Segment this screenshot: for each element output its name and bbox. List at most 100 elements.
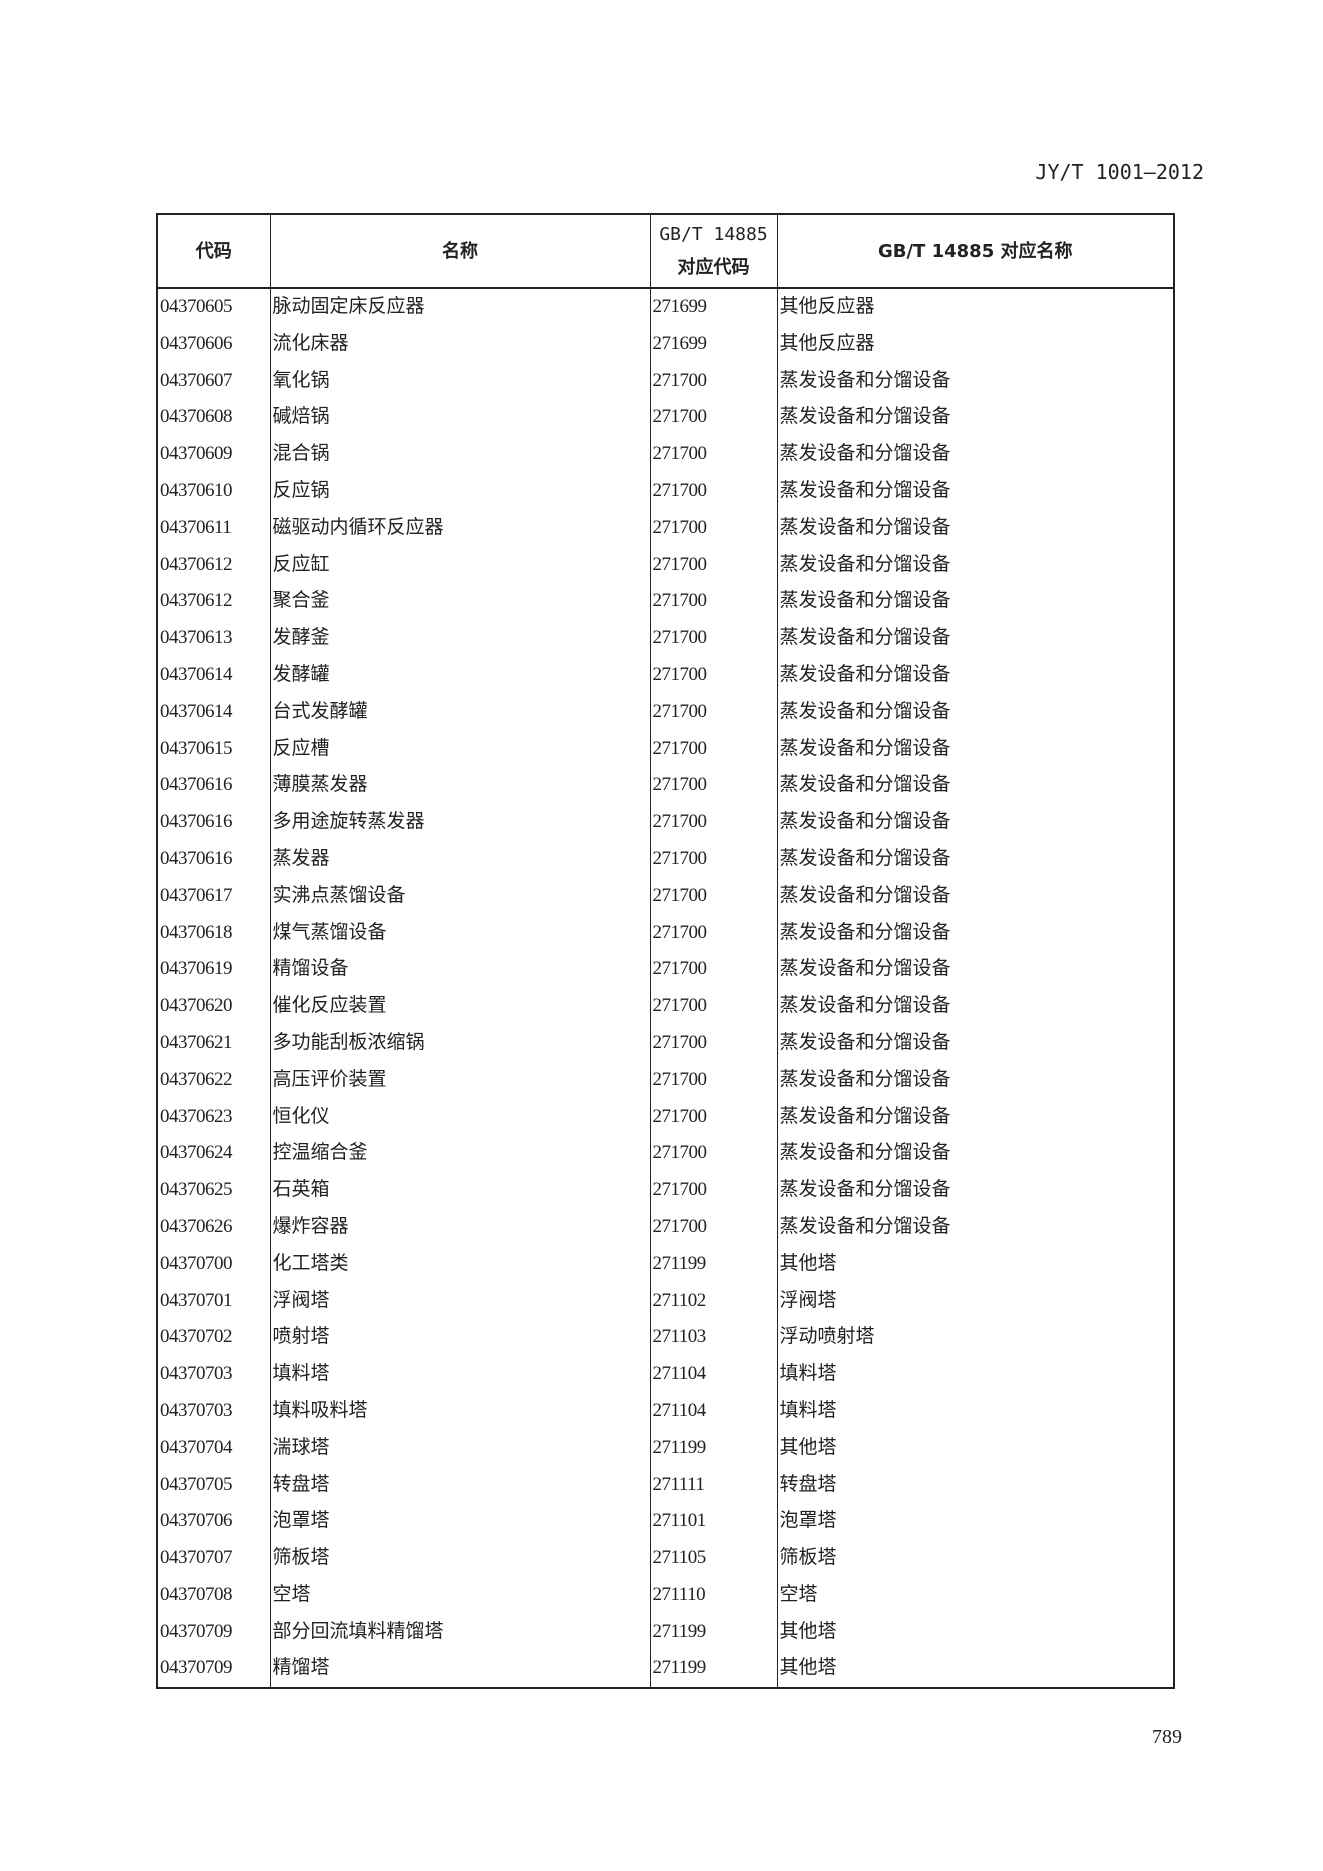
- cell-gbt-name: 蒸发设备和分馏设备: [776, 730, 1175, 768]
- cell-gbt-name: 蒸发设备和分馏设备: [776, 1172, 1175, 1209]
- cell-gbt-name: 蒸发设备和分馏设备: [776, 1024, 1175, 1062]
- cell-code: 04370614: [156, 656, 271, 694]
- cell-gbt-name: 填料塔: [776, 1392, 1175, 1430]
- table-row: 04370620 催化反应装置 271700 蒸发设备和分馏设备: [156, 988, 1175, 1025]
- cell-gbt-name: 其他塔: [776, 1650, 1175, 1689]
- cell-code: 04370708: [156, 1576, 271, 1614]
- cell-code: 04370606: [156, 325, 271, 363]
- table-row: 04370700 化工塔类 271199 其他塔: [156, 1245, 1175, 1283]
- cell-name: 精馏塔: [269, 1650, 651, 1689]
- cell-code: 04370616: [156, 840, 271, 878]
- cell-gbt-name: 蒸发设备和分馏设备: [776, 1061, 1175, 1099]
- cell-name: 脉动固定床反应器: [269, 288, 651, 326]
- cell-name: 磁驱动内循环反应器: [269, 509, 651, 547]
- cell-code: 04370617: [156, 877, 271, 915]
- column-header-name: 名称: [269, 214, 651, 289]
- cell-code: 04370611: [156, 509, 271, 547]
- cell-gbt-name: 其他塔: [776, 1429, 1175, 1467]
- table-row: 04370612 聚合釜 271700 蒸发设备和分馏设备: [156, 583, 1175, 621]
- table-row: 04370612 反应缸 271700 蒸发设备和分馏设备: [156, 546, 1175, 584]
- cell-name: 蒸发器: [269, 840, 651, 878]
- cell-code: 04370619: [156, 951, 271, 989]
- cell-code: 04370624: [156, 1135, 271, 1173]
- table-row: 04370616 薄膜蒸发器 271700 蒸发设备和分馏设备: [156, 767, 1175, 805]
- cell-gbt-name: 蒸发设备和分馏设备: [776, 840, 1175, 878]
- table-row: 04370606 流化床器 271699 其他反应器: [156, 325, 1175, 363]
- cell-code: 04370705: [156, 1466, 271, 1504]
- cell-gbt-name: 空塔: [776, 1576, 1175, 1614]
- cell-code: 04370615: [156, 730, 271, 768]
- cell-name: 石英箱: [269, 1172, 651, 1209]
- table-row: 04370614 台式发酵罐 271700 蒸发设备和分馏设备: [156, 693, 1175, 731]
- cell-name: 泡罩塔: [269, 1503, 651, 1541]
- cell-code: 04370616: [156, 804, 271, 841]
- table-row: 04370616 蒸发器 271700 蒸发设备和分馏设备: [156, 840, 1175, 878]
- cell-gbt-code: 271111: [649, 1466, 778, 1504]
- cell-code: 04370701: [156, 1282, 271, 1320]
- cell-gbt-code: 271699: [649, 288, 778, 326]
- table-row: 04370616 多用途旋转蒸发器 271700 蒸发设备和分馏设备: [156, 804, 1175, 841]
- cell-name: 反应缸: [269, 546, 651, 584]
- cell-code: 04370608: [156, 399, 271, 437]
- table-row: 04370608 碱焙锅 271700 蒸发设备和分馏设备: [156, 399, 1175, 437]
- cell-gbt-code: 271700: [649, 1172, 778, 1209]
- cell-gbt-code: 271700: [649, 509, 778, 547]
- table-row: 04370626 爆炸容器 271700 蒸发设备和分馏设备: [156, 1208, 1175, 1246]
- cell-name: 浮阀塔: [269, 1282, 651, 1320]
- page-number: 789: [1152, 1726, 1182, 1748]
- cell-code: 04370709: [156, 1613, 271, 1651]
- cell-gbt-name: 蒸发设备和分馏设备: [776, 620, 1175, 657]
- table-row: 04370605 脉动固定床反应器 271699 其他反应器: [156, 288, 1175, 326]
- cell-gbt-code: 271700: [649, 1098, 778, 1136]
- table-row: 04370623 恒化仪 271700 蒸发设备和分馏设备: [156, 1098, 1175, 1136]
- cell-gbt-name: 浮阀塔: [776, 1282, 1175, 1320]
- cell-gbt-code: 271104: [649, 1356, 778, 1393]
- column-header-gbt-name: GB/T 14885 对应名称: [776, 214, 1175, 289]
- cell-code: 04370616: [156, 767, 271, 805]
- cell-name: 实沸点蒸馏设备: [269, 877, 651, 915]
- cell-name: 碱焙锅: [269, 399, 651, 437]
- cell-gbt-code: 271199: [649, 1245, 778, 1283]
- cell-gbt-name: 蒸发设备和分馏设备: [776, 951, 1175, 989]
- table-row: 04370709 部分回流填料精馏塔 271199 其他塔: [156, 1613, 1175, 1651]
- table-row: 04370611 磁驱动内循环反应器 271700 蒸发设备和分馏设备: [156, 509, 1175, 547]
- cell-code: 04370700: [156, 1245, 271, 1283]
- cell-name: 喷射塔: [269, 1319, 651, 1357]
- cell-gbt-code: 271101: [649, 1503, 778, 1541]
- table-row: 04370706 泡罩塔 271101 泡罩塔: [156, 1503, 1175, 1541]
- cell-gbt-name: 蒸发设备和分馏设备: [776, 1098, 1175, 1136]
- cell-code: 04370621: [156, 1024, 271, 1062]
- cell-gbt-code: 271199: [649, 1429, 778, 1467]
- cell-gbt-code: 271199: [649, 1613, 778, 1651]
- header-line: GB/T 14885: [659, 224, 768, 245]
- table-row: 04370703 填料塔 271104 填料塔: [156, 1356, 1175, 1393]
- cell-code: 04370623: [156, 1098, 271, 1136]
- cell-name: 筛板塔: [269, 1540, 651, 1577]
- cell-name: 氧化锅: [269, 362, 651, 400]
- cell-code: 04370605: [156, 288, 271, 326]
- cell-name: 混合锅: [269, 436, 651, 473]
- cell-gbt-name: 蒸发设备和分馏设备: [776, 546, 1175, 584]
- cell-gbt-code: 271105: [649, 1540, 778, 1577]
- cell-name: 填料吸料塔: [269, 1392, 651, 1430]
- cell-name: 发酵釜: [269, 620, 651, 657]
- code-mapping-table: 代码 名称 GB/T 14885 对应代码 GB/T 14885 对应名称 043…: [156, 213, 1175, 1690]
- table-row: 04370613 发酵釜 271700 蒸发设备和分馏设备: [156, 620, 1175, 657]
- cell-name: 控温缩合釜: [269, 1135, 651, 1173]
- cell-code: 04370706: [156, 1503, 271, 1541]
- cell-gbt-name: 蒸发设备和分馏设备: [776, 1135, 1175, 1173]
- cell-gbt-name: 蒸发设备和分馏设备: [776, 362, 1175, 400]
- table-row: 04370624 控温缩合釜 271700 蒸发设备和分馏设备: [156, 1135, 1175, 1173]
- cell-gbt-code: 271700: [649, 583, 778, 621]
- table-row: 04370607 氧化锅 271700 蒸发设备和分馏设备: [156, 362, 1175, 400]
- table-row: 04370615 反应槽 271700 蒸发设备和分馏设备: [156, 730, 1175, 768]
- cell-gbt-code: 271700: [649, 877, 778, 915]
- cell-gbt-code: 271700: [649, 656, 778, 694]
- cell-code: 04370613: [156, 620, 271, 657]
- cell-gbt-name: 蒸发设备和分馏设备: [776, 399, 1175, 437]
- cell-gbt-code: 271102: [649, 1282, 778, 1320]
- cell-name: 煤气蒸馏设备: [269, 914, 651, 952]
- table-row: 04370702 喷射塔 271103 浮动喷射塔: [156, 1319, 1175, 1357]
- column-header-gbt-code: GB/T 14885 对应代码: [649, 214, 778, 289]
- table-row: 04370621 多功能刮板浓缩锅 271700 蒸发设备和分馏设备: [156, 1024, 1175, 1062]
